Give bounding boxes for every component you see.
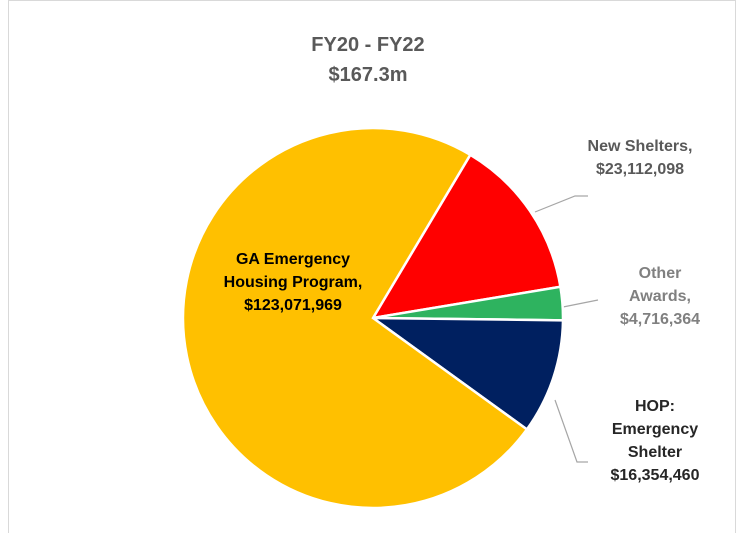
- pie-slice: [369, 316, 565, 432]
- leader-line: [562, 299, 599, 308]
- leader-line: [554, 399, 588, 463]
- value-label: $16,354,460: [610, 467, 700, 484]
- pie-slice: [181, 126, 529, 510]
- category-label: Other Awards,: [629, 265, 691, 305]
- data-label: New Shelters, $23,112,098: [560, 135, 720, 181]
- data-label: Other Awards, $4,716,364: [610, 262, 710, 331]
- category-label: New Shelters,: [587, 138, 693, 155]
- category-label: HOP: Emergency Shelter: [611, 398, 699, 461]
- chart-title: FY20 - FY22: [311, 34, 425, 56]
- category-label: GA Emergency Housing Program,: [223, 251, 363, 291]
- value-label: $23,112,098: [595, 161, 685, 178]
- value-label: $123,071,969: [244, 297, 342, 314]
- pie-slice: [370, 153, 562, 320]
- value-label: $4,716,364: [619, 311, 701, 328]
- leader-line: [534, 195, 588, 213]
- data-label: HOP: Emergency Shelter $16,354,460: [590, 395, 720, 487]
- chart-subtitle: $167.3m: [328, 64, 408, 86]
- data-label: GA Emergency Housing Program, $123,071,96…: [220, 248, 366, 317]
